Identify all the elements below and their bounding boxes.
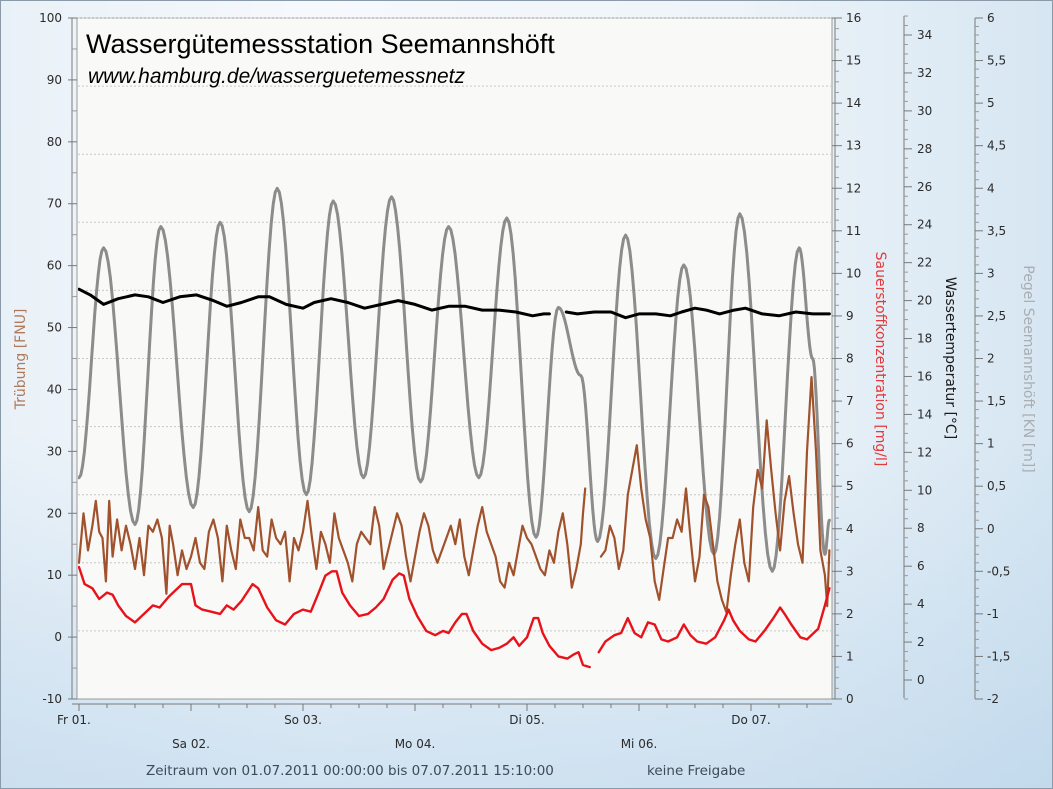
level-tick-label: 1,5 <box>987 394 1006 408</box>
level-tick-label: 0,5 <box>987 479 1006 493</box>
oxygen-tick-label: 2 <box>846 607 854 621</box>
level-tick-label: 5 <box>987 96 995 110</box>
oxygen-tick-label: 14 <box>846 96 861 110</box>
level-tick-label: -0,5 <box>987 564 1010 578</box>
level-tick-label: 3 <box>987 266 995 280</box>
temperature-tick-label: 2 <box>917 635 925 649</box>
temperature-tick-label: 22 <box>917 256 932 270</box>
temperature-tick-label: 20 <box>917 294 932 308</box>
level-series-line <box>78 186 831 573</box>
turbidity-series-line <box>78 376 831 614</box>
level-tick-label: 2 <box>987 352 995 366</box>
level-tick-label: -2 <box>987 692 999 706</box>
oxygen-tick-label: 16 <box>846 11 861 25</box>
oxygen-tick-label: 10 <box>846 266 861 280</box>
temperature-tick-label: 18 <box>917 332 932 346</box>
oxygen-tick-label: 1 <box>846 649 854 663</box>
oxygen-tick-label: 3 <box>846 564 854 578</box>
level-tick-label: -1 <box>987 607 999 621</box>
period-label: Zeitraum von 01.07.2011 00:00:00 bis 07.… <box>146 763 554 779</box>
series-group <box>78 186 831 669</box>
temperature-axis-title: Wassertemperatur [°C] <box>942 277 958 439</box>
temperature-tick-label: 0 <box>917 673 925 687</box>
chart-title: Wassergütemessstation Seemannshöft <box>86 29 555 59</box>
temperature-tick-label: 30 <box>917 104 932 118</box>
temperature-tick-label: 12 <box>917 445 932 459</box>
oxygen-tick-label: 8 <box>846 352 854 366</box>
level-axis-title: Pegel Seemannshöft [KN [m]] <box>1020 265 1036 472</box>
temperature-tick-label: 26 <box>917 180 932 194</box>
turbidity-tick-label: 10 <box>47 568 62 582</box>
temperature-tick-label: 32 <box>917 66 932 80</box>
oxygen-tick-label: 4 <box>846 522 854 536</box>
level-tick-label: 3,5 <box>987 224 1006 238</box>
temperature-tick-label: 24 <box>917 218 932 232</box>
oxygen-tick-label: 9 <box>846 309 854 323</box>
temperature-tick-label: 10 <box>917 483 932 497</box>
release-status: keine Freigabe <box>647 763 745 779</box>
time-tick-label: Di 05. <box>509 713 544 727</box>
level-tick-label: 4 <box>987 181 995 195</box>
temperature-tick-label: 28 <box>917 142 932 156</box>
level-tick-label: 2,5 <box>987 309 1006 323</box>
oxygen-tick-label: 6 <box>846 437 854 451</box>
turbidity-tick-label: 100 <box>39 11 62 25</box>
turbidity-axis-title: Trübung [FNU] <box>13 309 29 411</box>
turbidity-tick-label: 20 <box>47 506 62 520</box>
turbidity-tick-label: 90 <box>47 73 62 87</box>
oxygen-tick-label: 15 <box>846 54 861 68</box>
oxygen-tick-label: 0 <box>846 692 854 706</box>
oxygen-tick-label: 5 <box>846 479 854 493</box>
turbidity-tick-label: 60 <box>47 259 62 273</box>
time-tick-label: So 03. <box>284 713 322 727</box>
time-tick-label: Do 07. <box>731 713 770 727</box>
time-tick-label: Mi 06. <box>621 737 658 751</box>
temperature-series-line <box>78 287 831 320</box>
temperature-tick-label: 8 <box>917 521 925 535</box>
oxygen-series-line <box>78 565 831 669</box>
temperature-tick-label: 16 <box>917 369 932 383</box>
level-tick-label: 5,5 <box>987 54 1006 68</box>
time-tick-label: Mo 04. <box>395 737 436 751</box>
turbidity-tick-label: 50 <box>47 321 62 335</box>
level-tick-label: 6 <box>987 11 995 25</box>
turbidity-tick-label: 0 <box>54 630 62 644</box>
turbidity-tick-label: 30 <box>47 444 62 458</box>
temperature-tick-label: 4 <box>917 597 925 611</box>
temperature-tick-label: 34 <box>917 28 932 42</box>
oxygen-tick-label: 7 <box>846 394 854 408</box>
temperature-tick-label: 6 <box>917 559 925 573</box>
level-tick-label: -1,5 <box>987 649 1010 663</box>
oxygen-tick-label: 13 <box>846 139 861 153</box>
level-tick-label: 0 <box>987 522 995 536</box>
turbidity-tick-label: 70 <box>47 197 62 211</box>
turbidity-tick-label: -10 <box>42 692 62 706</box>
temperature-tick-label: 14 <box>917 407 932 421</box>
turbidity-tick-label: 80 <box>47 135 62 149</box>
oxygen-tick-label: 12 <box>846 181 861 195</box>
time-tick-label: Fr 01. <box>57 713 91 727</box>
axes: 1009080706050403020100-10161514131211109… <box>39 11 1010 751</box>
oxygen-tick-label: 11 <box>846 224 861 238</box>
level-tick-label: 1 <box>987 437 995 451</box>
level-tick-label: 4,5 <box>987 139 1006 153</box>
time-tick-label: Sa 02. <box>172 737 210 751</box>
turbidity-tick-label: 40 <box>47 382 62 396</box>
chart-subtitle: www.hamburg.de/wasserguetemessnetz <box>88 65 466 88</box>
oxygen-axis-title: Sauerstoffkonzentration [mg/l] <box>872 252 888 467</box>
